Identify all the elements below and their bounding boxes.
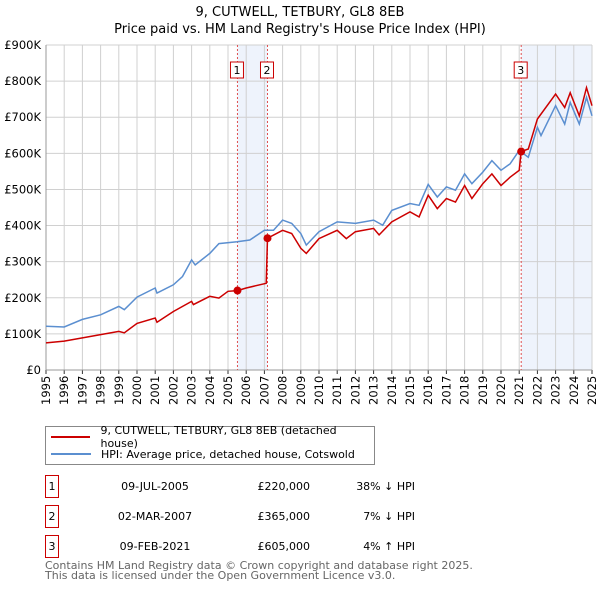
- x-tick-label: 2011: [330, 376, 344, 405]
- legend-item-property: 9, CUTWELL, TETBURY, GL8 8EB (detached h…: [51, 424, 374, 450]
- transaction-row: 2 02-MAR-2007 £365,000 7% ↓ HPI: [45, 505, 415, 529]
- x-tick-label: 1998: [94, 376, 108, 405]
- x-tick-label: 2024: [567, 376, 581, 405]
- footer-licence: This data is licensed under the Open Gov…: [45, 569, 396, 582]
- transaction-row: 3 09-FEB-2021 £605,000 4% ↑ HPI: [45, 535, 415, 559]
- y-tick-label: £700K: [4, 110, 41, 124]
- y-tick-label: £500K: [4, 182, 41, 196]
- series-line: [45, 84, 593, 344]
- x-tick-label: 2002: [166, 376, 180, 405]
- x-tick-label: 2014: [385, 376, 399, 405]
- x-tick-label: 2019: [476, 376, 490, 405]
- x-tick-label: 2021: [512, 376, 526, 405]
- x-tick-label: 2018: [458, 376, 472, 405]
- sale-point: [517, 147, 526, 156]
- transaction-hpi-delta: 4% ↑ HPI: [363, 540, 415, 553]
- shaded-region: [237, 45, 268, 370]
- x-tick-label: 2009: [294, 376, 308, 405]
- y-tick-label: £0: [26, 363, 41, 377]
- series-line: [45, 94, 593, 328]
- x-tick-label: 2013: [367, 376, 381, 405]
- legend-swatch-red: [51, 436, 91, 438]
- y-tick-label: £400K: [4, 219, 41, 233]
- y-tick-label: £300K: [4, 255, 41, 269]
- footer-copyright: Contains HM Land Registry data © Crown c…: [45, 559, 473, 572]
- x-tick-label: 2016: [421, 376, 435, 405]
- sale-label-box: [259, 61, 274, 79]
- price-chart: 1995 1996 1997 1998 1999 2000 2001 2002 2003 2004…: [4, 38, 599, 405]
- sale-label-box: [229, 61, 244, 79]
- x-tick-label: 2004: [203, 376, 217, 405]
- x-tick-label: 2012: [348, 376, 362, 405]
- x-tick-label: 2015: [403, 376, 417, 405]
- x-tick-label: 1995: [39, 376, 53, 405]
- chart-subtitle: Price paid vs. HM Land Registry's House …: [114, 22, 486, 37]
- x-tick-label: 1996: [57, 376, 71, 405]
- transaction-price: £365,000: [257, 510, 311, 523]
- transaction-number: 3: [45, 535, 59, 558]
- x-tick-label: 2003: [185, 376, 199, 405]
- legend-swatch-blue: [51, 453, 91, 455]
- x-tick-label: 2007: [257, 376, 271, 405]
- shaded-region: [521, 45, 592, 370]
- y-tick-label: £900K: [4, 38, 41, 52]
- y-tick-label: £800K: [4, 74, 41, 88]
- chart-title: 9, CUTWELL, TETBURY, GL8 8EB: [195, 5, 405, 20]
- transaction-hpi-delta: 38% ↓ HPI: [356, 480, 415, 493]
- x-tick-label: 2008: [276, 376, 290, 405]
- x-tick-label: 1997: [75, 376, 89, 405]
- x-tick-label: 2001: [148, 376, 162, 405]
- transaction-price: £220,000: [257, 480, 311, 493]
- y-tick-label: £600K: [4, 146, 41, 160]
- sale-label-box: [513, 61, 528, 79]
- transaction-date: 09-JUL-2005: [121, 480, 189, 493]
- x-tick-label: 2023: [549, 376, 563, 405]
- y-tick-label: £200K: [4, 291, 41, 305]
- transaction-price: £605,000: [257, 540, 311, 553]
- x-tick-label: 2020: [494, 376, 508, 405]
- legend: 9, CUTWELL, TETBURY, GL8 8EB (detached h…: [45, 424, 375, 465]
- sale-label: 1: [233, 64, 240, 77]
- x-tick-label: 2022: [530, 376, 544, 405]
- x-tick-label: 2010: [312, 376, 326, 405]
- x-tick-label: 2025: [585, 376, 599, 405]
- sale-label: 2: [263, 64, 270, 77]
- footer: Contains HM Land Registry data © Crown c…: [45, 559, 473, 582]
- legend-label: HPI: Average price, detached house, Cots…: [101, 447, 355, 461]
- sale-point: [233, 286, 242, 295]
- transaction-hpi-delta: 7% ↓ HPI: [363, 510, 415, 523]
- transaction-number: 2: [45, 505, 59, 528]
- y-tick-label: £100K: [4, 327, 41, 341]
- x-tick-label: 2017: [439, 376, 453, 405]
- sale-point: [263, 234, 272, 243]
- transaction-row: 1 09-JUL-2005 £220,000 38% ↓ HPI: [45, 475, 415, 499]
- x-tick-label: 1999: [112, 376, 126, 405]
- x-tick-label: 2000: [130, 376, 144, 405]
- transaction-date: 09-FEB-2021: [119, 540, 191, 553]
- sale-label: 3: [517, 64, 524, 77]
- legend-item-hpi: HPI: Average price, detached house, Cots…: [51, 446, 355, 462]
- x-tick-label: 2006: [239, 376, 253, 405]
- transaction-date: 02-MAR-2007: [117, 510, 193, 523]
- x-tick-label: 2005: [221, 376, 235, 405]
- transaction-number: 1: [45, 475, 59, 498]
- legend-label: 9, CUTWELL, TETBURY, GL8 8EB (detached h…: [100, 424, 337, 450]
